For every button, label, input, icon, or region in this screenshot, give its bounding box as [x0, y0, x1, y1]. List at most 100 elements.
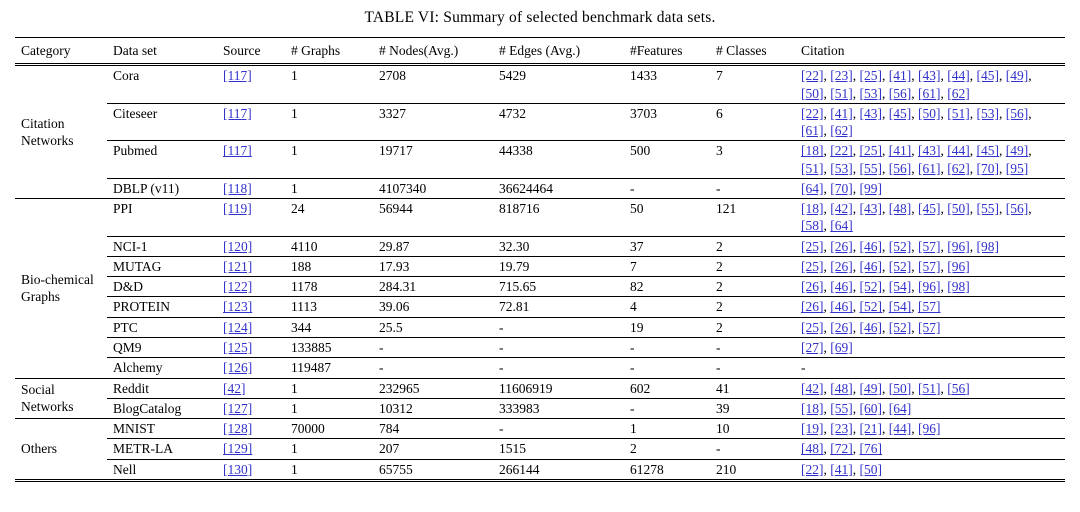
source-link[interactable]: [128]	[223, 421, 253, 437]
citation-link[interactable]: [54]	[888, 299, 912, 315]
citation-link[interactable]: [44]	[947, 143, 970, 159]
citation-link[interactable]: [25]	[801, 258, 824, 274]
citation-link[interactable]: [22]	[801, 68, 824, 84]
citation-link[interactable]: [62]	[947, 85, 970, 101]
citation-link[interactable]: [52]	[888, 319, 912, 335]
citation-link[interactable]: [26]	[830, 258, 853, 274]
citation-link[interactable]: [57]	[918, 319, 941, 335]
source-link[interactable]: [130]	[223, 461, 253, 477]
citation-link[interactable]: [50]	[859, 461, 883, 477]
citation-link[interactable]: [43]	[859, 201, 883, 217]
citation-link[interactable]: [53]	[859, 85, 883, 101]
citation-link[interactable]: [70]	[830, 180, 853, 196]
source-link[interactable]: [120]	[223, 238, 253, 254]
citation-link[interactable]: [52]	[859, 279, 883, 295]
citation-link[interactable]: [96]	[918, 279, 941, 295]
citation-link[interactable]: [43]	[918, 143, 941, 159]
citation-link[interactable]: [46]	[830, 279, 853, 295]
citation-link[interactable]: [48]	[888, 201, 912, 217]
citation-link[interactable]: [50]	[918, 105, 941, 121]
citation-link[interactable]: [21]	[859, 421, 883, 437]
source-link[interactable]: [118]	[223, 180, 252, 196]
citation-link[interactable]: [98]	[947, 279, 970, 295]
source-link[interactable]: [119]	[223, 201, 252, 217]
citation-link[interactable]: [62]	[830, 123, 853, 139]
citation-link[interactable]: [55]	[976, 201, 1000, 217]
source-link[interactable]: [127]	[223, 400, 253, 416]
citation-link[interactable]: [25]	[801, 319, 824, 335]
citation-link[interactable]: [56]	[888, 85, 912, 101]
citation-link[interactable]: [95]	[1005, 160, 1029, 176]
citation-link[interactable]: [23]	[830, 421, 853, 437]
citation-link[interactable]: [18]	[801, 400, 824, 416]
citation-link[interactable]: [60]	[859, 400, 883, 416]
citation-link[interactable]: [55]	[830, 400, 853, 416]
citation-link[interactable]: [57]	[918, 258, 941, 274]
citation-link[interactable]: [26]	[801, 299, 824, 315]
citation-link[interactable]: [76]	[859, 441, 883, 457]
citation-link[interactable]: [64]	[888, 400, 912, 416]
citation-link[interactable]: [25]	[801, 238, 824, 254]
citation-link[interactable]: [96]	[918, 421, 941, 437]
source-link[interactable]: [122]	[223, 279, 253, 295]
citation-link[interactable]: [43]	[918, 68, 941, 84]
citation-link[interactable]: [44]	[888, 421, 912, 437]
citation-link[interactable]: [49]	[1005, 143, 1029, 159]
source-link[interactable]: [117]	[223, 143, 252, 159]
citation-link[interactable]: [18]	[801, 143, 824, 159]
citation-link[interactable]: [48]	[830, 380, 853, 396]
source-link[interactable]: [123]	[223, 299, 253, 315]
citation-link[interactable]: [52]	[888, 258, 912, 274]
citation-link[interactable]: [26]	[801, 279, 824, 295]
citation-link[interactable]: [51]	[830, 85, 853, 101]
citation-link[interactable]: [19]	[801, 421, 824, 437]
citation-link[interactable]: [45]	[976, 68, 1000, 84]
citation-link[interactable]: [61]	[918, 160, 941, 176]
citation-link[interactable]: [23]	[830, 68, 853, 84]
citation-link[interactable]: [43]	[859, 105, 883, 121]
citation-link[interactable]: [49]	[859, 380, 883, 396]
citation-link[interactable]: [41]	[830, 461, 853, 477]
citation-link[interactable]: [98]	[976, 238, 1000, 254]
citation-link[interactable]: [64]	[801, 180, 824, 196]
source-link[interactable]: [42]	[223, 380, 246, 396]
citation-link[interactable]: [69]	[830, 339, 853, 355]
citation-link[interactable]: [55]	[859, 160, 883, 176]
citation-link[interactable]: [41]	[888, 68, 912, 84]
citation-link[interactable]: [56]	[888, 160, 912, 176]
citation-link[interactable]: [56]	[947, 380, 970, 396]
citation-link[interactable]: [22]	[801, 105, 824, 121]
citation-link[interactable]: [56]	[1005, 201, 1029, 217]
citation-link[interactable]: [72]	[830, 441, 853, 457]
citation-link[interactable]: [99]	[859, 180, 883, 196]
citation-link[interactable]: [54]	[888, 279, 912, 295]
citation-link[interactable]: [51]	[801, 160, 824, 176]
citation-link[interactable]: [42]	[830, 201, 853, 217]
citation-link[interactable]: [53]	[976, 105, 1000, 121]
citation-link[interactable]: [18]	[801, 201, 824, 217]
citation-link[interactable]: [45]	[976, 143, 1000, 159]
citation-link[interactable]: [52]	[859, 299, 883, 315]
source-link[interactable]: [117]	[223, 68, 252, 84]
citation-link[interactable]: [41]	[888, 143, 912, 159]
citation-link[interactable]: [64]	[830, 218, 853, 234]
citation-link[interactable]: [46]	[859, 258, 883, 274]
citation-link[interactable]: [70]	[976, 160, 1000, 176]
citation-link[interactable]: [25]	[859, 68, 883, 84]
citation-link[interactable]: [46]	[859, 319, 883, 335]
citation-link[interactable]: [22]	[830, 143, 853, 159]
citation-link[interactable]: [51]	[918, 380, 941, 396]
citation-link[interactable]: [26]	[830, 319, 853, 335]
source-link[interactable]: [126]	[223, 360, 253, 376]
citation-link[interactable]: [27]	[801, 339, 824, 355]
citation-link[interactable]: [44]	[947, 68, 970, 84]
citation-link[interactable]: [42]	[801, 380, 824, 396]
citation-link[interactable]: [57]	[918, 299, 941, 315]
citation-link[interactable]: [22]	[801, 461, 824, 477]
citation-link[interactable]: [48]	[801, 441, 824, 457]
source-link[interactable]: [117]	[223, 105, 252, 121]
citation-link[interactable]: [58]	[801, 218, 824, 234]
source-link[interactable]: [121]	[223, 258, 253, 274]
citation-link[interactable]: [50]	[888, 380, 912, 396]
citation-link[interactable]: [53]	[830, 160, 853, 176]
